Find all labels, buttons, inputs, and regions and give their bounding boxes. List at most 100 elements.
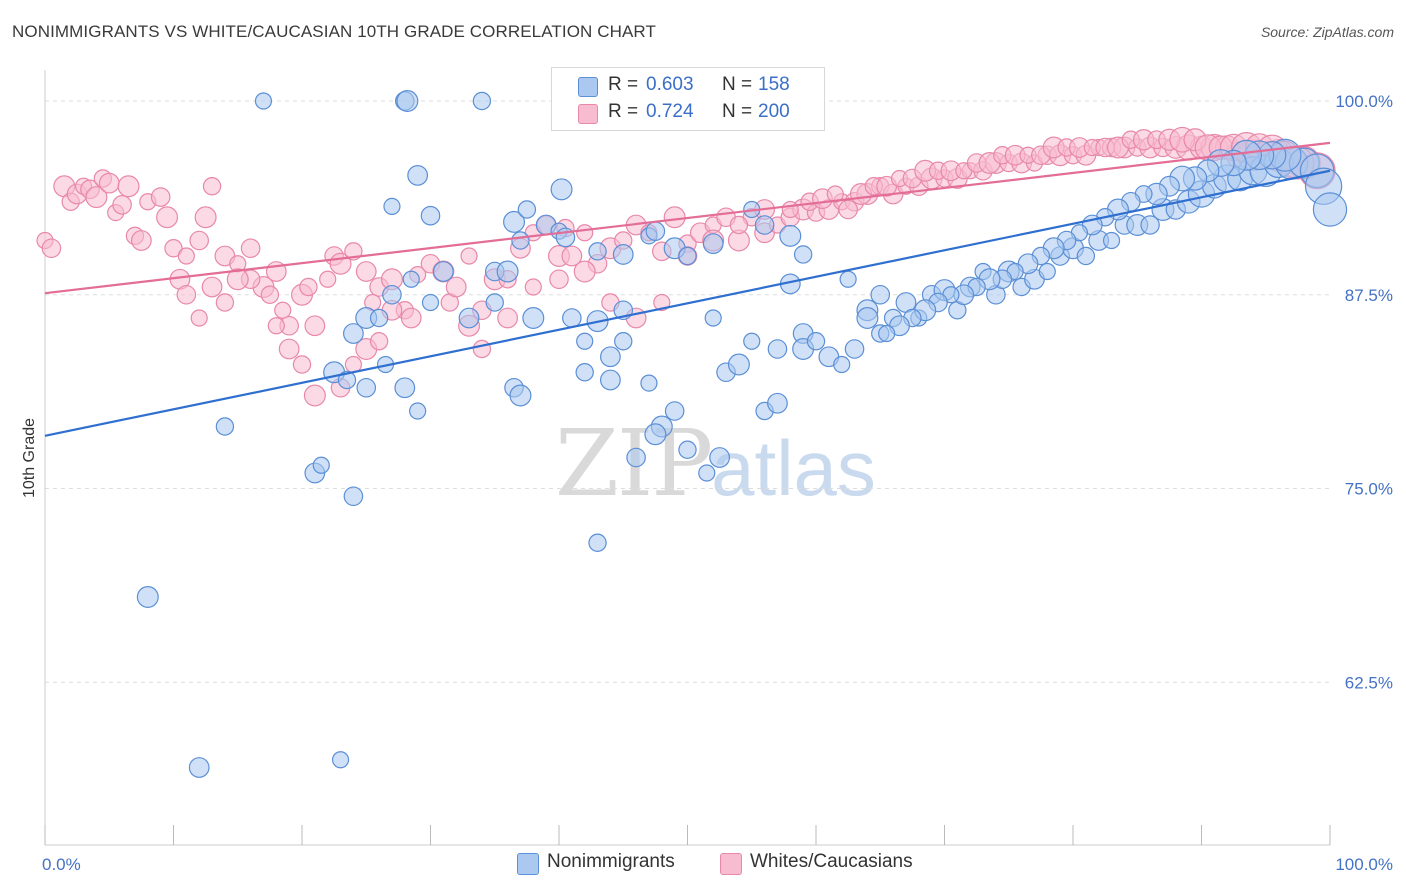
point-whites: [189, 230, 209, 251]
point-nonimmigrants: [407, 164, 429, 186]
point-nonimmigrants: [614, 332, 633, 351]
point-whites: [472, 339, 492, 359]
point-nonimmigrants: [767, 339, 788, 359]
point-whites: [524, 278, 542, 296]
y-tick-label: 87.5%: [1345, 286, 1393, 305]
source-label: Source: ZipAtlas.com: [1260, 24, 1394, 40]
series-legend: Nonimmigrants Whites/Caucasians: [0, 851, 1406, 877]
legend-swatch-nonimmigrants: [517, 853, 539, 875]
point-nonimmigrants: [343, 486, 364, 507]
point-whites: [41, 238, 62, 259]
point-nonimmigrants: [343, 323, 364, 344]
point-nonimmigrants: [369, 308, 389, 328]
point-nonimmigrants: [402, 270, 420, 288]
point-whites: [156, 206, 179, 229]
point-whites: [355, 261, 377, 282]
point-nonimmigrants: [664, 401, 685, 421]
point-nonimmigrants: [704, 309, 722, 327]
point-whites: [260, 285, 280, 304]
point-nonimmigrants: [550, 178, 573, 201]
point-whites: [299, 277, 318, 297]
legend-r-label: R =: [608, 74, 639, 95]
point-whites: [303, 384, 326, 407]
point-whites: [561, 245, 583, 267]
point-nonimmigrants: [1038, 262, 1056, 281]
legend-n-value: 200: [758, 101, 790, 122]
x-tick-label: 0.0%: [42, 855, 81, 874]
point-whites: [445, 276, 467, 298]
point-nonimmigrants: [645, 221, 666, 241]
point-nonimmigrants: [421, 293, 440, 312]
point-nonimmigrants: [503, 210, 526, 233]
legend-label-whites: Whites/Caucasians: [750, 851, 913, 872]
point-nonimmigrants: [396, 89, 419, 112]
point-nonimmigrants: [215, 417, 235, 436]
point-whites: [240, 238, 261, 259]
point-whites: [274, 301, 292, 319]
point-nonimmigrants: [356, 377, 377, 398]
legend-r-value: 0.603: [646, 74, 694, 95]
point-nonimmigrants: [472, 91, 492, 111]
point-nonimmigrants: [420, 205, 441, 226]
legend-swatch-whites: [720, 853, 742, 875]
point-nonimmigrants: [702, 233, 724, 255]
point-nonimmigrants: [626, 447, 646, 468]
point-nonimmigrants: [312, 456, 330, 474]
point-nonimmigrants: [496, 260, 519, 283]
point-whites: [177, 247, 195, 265]
point-nonimmigrants: [727, 353, 750, 376]
legend-swatch-nonimmigrants: [578, 77, 598, 97]
point-nonimmigrants: [136, 585, 159, 608]
point-whites: [549, 269, 569, 290]
point-nonimmigrants: [1076, 246, 1096, 266]
x-tick-label: 100.0%: [1335, 855, 1393, 874]
point-nonimmigrants: [432, 261, 454, 282]
point-nonimmigrants: [640, 374, 658, 392]
point-whites: [226, 268, 249, 291]
point-whites: [202, 177, 222, 196]
point-nonimmigrants: [678, 440, 697, 459]
point-nonimmigrants: [793, 245, 813, 264]
trendline-nonimmigrants: [44, 169, 1331, 437]
point-nonimmigrants: [833, 355, 851, 374]
point-nonimmigrants: [644, 423, 667, 446]
point-whites: [653, 293, 671, 312]
point-nonimmigrants: [576, 332, 594, 350]
point-nonimmigrants: [1312, 192, 1348, 227]
legend-n-value: 158: [758, 74, 790, 95]
point-nonimmigrants: [562, 308, 582, 328]
point-whites: [215, 293, 235, 312]
point-nonimmigrants: [1140, 215, 1160, 235]
legend-n-label: N =: [722, 101, 753, 122]
point-whites: [497, 307, 519, 329]
point-whites: [576, 224, 594, 242]
point-nonimmigrants: [588, 533, 607, 552]
y-tick-label: 100.0%: [1335, 92, 1393, 111]
legend-row-nonimmigrants: R = 0.603 N = 158: [552, 74, 824, 100]
point-whites: [117, 175, 140, 198]
chart-title: NONIMMIGRANTS VS WHITE/CAUCASIAN 10TH GR…: [12, 22, 656, 41]
legend-label-nonimmigrants: Nonimmigrants: [547, 851, 675, 872]
point-nonimmigrants: [509, 384, 532, 407]
point-whites: [304, 315, 326, 337]
point-whites: [663, 206, 686, 229]
point-nonimmigrants: [767, 392, 788, 414]
point-whites: [781, 200, 799, 219]
trendline-whites: [44, 141, 1331, 295]
point-nonimmigrants: [698, 464, 716, 482]
legend-r-label: R =: [608, 101, 639, 122]
point-nonimmigrants: [511, 231, 530, 250]
point-nonimmigrants: [743, 332, 761, 350]
point-whites: [201, 276, 223, 298]
y-tick-label: 75.0%: [1345, 480, 1393, 499]
point-nonimmigrants: [394, 377, 416, 399]
point-whites: [826, 185, 844, 203]
point-whites: [190, 309, 208, 327]
point-whites: [838, 199, 858, 220]
point-nonimmigrants: [383, 197, 401, 215]
point-nonimmigrants: [522, 307, 545, 330]
legend-row-whites: R = 0.724 N = 200: [552, 101, 824, 127]
legend-swatch-whites: [578, 104, 598, 124]
point-nonimmigrants: [754, 215, 775, 235]
